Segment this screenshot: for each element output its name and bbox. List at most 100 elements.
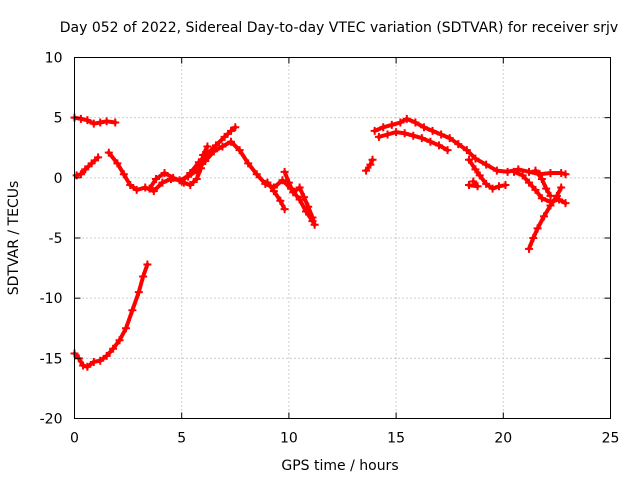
data-point [475, 171, 484, 180]
data-point [96, 118, 105, 127]
data-point [87, 159, 96, 168]
data-point [104, 148, 113, 157]
data-point [121, 324, 130, 333]
data-point [419, 123, 428, 132]
x-tick-label: 0 [70, 431, 79, 447]
y-tick-label: -20 [40, 412, 63, 428]
data-point [284, 178, 293, 187]
data-point [368, 155, 377, 164]
data-point [186, 181, 195, 190]
data-point [454, 140, 463, 149]
data-point [434, 141, 443, 150]
y-tick-label: -15 [40, 351, 63, 367]
series-arc-a [70, 113, 120, 128]
data-point [409, 131, 418, 140]
x-tick-label: 25 [602, 431, 620, 447]
data-point [263, 178, 272, 187]
data-point [501, 181, 510, 190]
data-point [482, 179, 491, 188]
data-point [308, 213, 317, 222]
data-point [295, 183, 304, 192]
data-point [443, 146, 452, 155]
data-point [111, 118, 120, 127]
series-arc-m [464, 177, 482, 191]
data-point [525, 244, 534, 253]
data-point [109, 344, 118, 353]
series-trace [533, 168, 553, 198]
data-point [280, 167, 289, 176]
data-point [192, 175, 201, 184]
data-point [227, 126, 236, 135]
series-arc-o [525, 183, 566, 253]
data-point [203, 142, 212, 151]
data-point [113, 159, 122, 168]
chart-title: Day 052 of 2022, Sidereal Day-to-day VTE… [60, 20, 618, 36]
series-arc-f [179, 142, 212, 190]
data-point [387, 120, 396, 129]
data-point [218, 142, 227, 151]
data-point [212, 141, 221, 150]
grid [74, 57, 611, 419]
y-axis-label: SDTVAR / TECUs [6, 181, 22, 296]
data-point [126, 181, 135, 190]
data-point [525, 167, 534, 176]
data-point [227, 137, 236, 146]
data-point [119, 170, 128, 179]
data-point [199, 150, 208, 159]
data-point [244, 159, 253, 168]
data-point [518, 171, 527, 180]
data-point [495, 182, 504, 191]
x-tick-label: 5 [177, 431, 186, 447]
data-point [76, 114, 85, 123]
data-point [445, 134, 454, 143]
data-point [392, 128, 401, 137]
data-point [235, 146, 244, 155]
data-point [81, 165, 90, 174]
series-arc-j [370, 114, 570, 179]
data-point [462, 146, 471, 155]
data-point [540, 212, 549, 221]
data-series [70, 113, 570, 371]
data-point [102, 351, 111, 360]
data-point [561, 199, 570, 208]
x-tick-label: 15 [387, 431, 405, 447]
data-point [471, 165, 480, 174]
series-arc-i [362, 155, 377, 175]
data-point [402, 114, 411, 123]
data-point [295, 195, 304, 204]
data-point [83, 116, 92, 125]
data-point [151, 175, 160, 184]
data-point [83, 362, 92, 371]
data-point [149, 187, 158, 196]
data-point [289, 188, 298, 197]
data-point [186, 169, 195, 178]
data-point [488, 184, 497, 193]
data-point [546, 169, 555, 178]
data-point [537, 194, 546, 203]
data-point [220, 132, 229, 141]
data-point [134, 288, 143, 297]
data-point [169, 173, 178, 182]
data-point [79, 361, 88, 370]
data-point [400, 129, 409, 138]
data-point [557, 169, 566, 178]
data-point [531, 185, 540, 194]
data-point [299, 193, 308, 202]
data-point [542, 184, 551, 193]
series-arc-p [531, 166, 555, 200]
data-point [179, 178, 188, 187]
data-point [231, 123, 240, 132]
y-tick-label: -5 [49, 231, 63, 247]
data-point [411, 118, 420, 127]
data-point [141, 183, 150, 192]
series-arc-k [374, 128, 452, 155]
data-point [525, 178, 534, 187]
data-point [96, 356, 105, 365]
x-axis-label: GPS time / hours [281, 458, 398, 474]
data-point [428, 126, 437, 135]
data-point [196, 164, 205, 173]
data-point [139, 272, 148, 281]
data-point [143, 260, 152, 269]
data-point [280, 205, 289, 214]
